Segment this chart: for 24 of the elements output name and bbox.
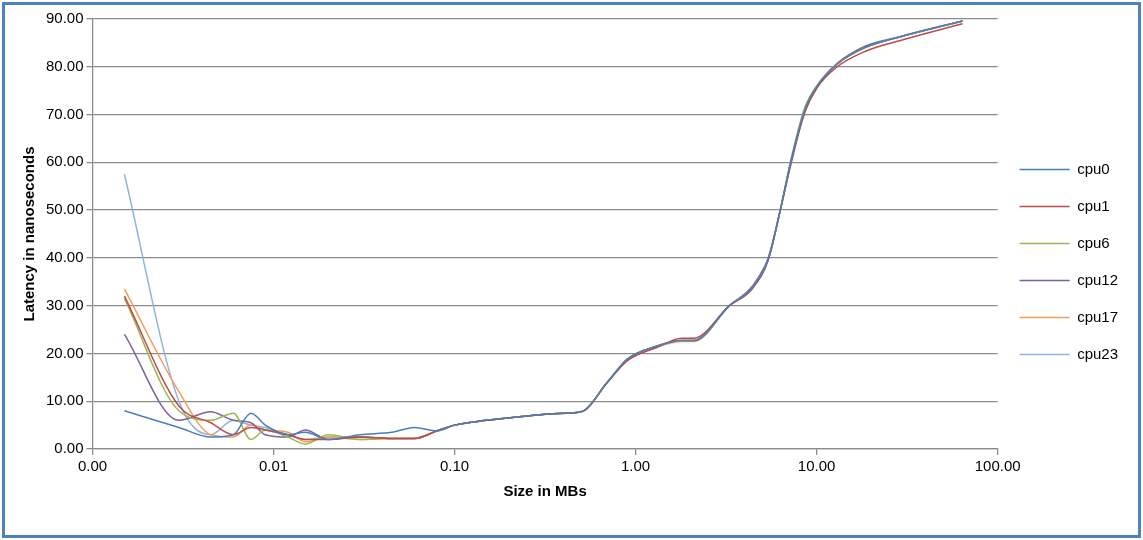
legend-label: cpu6 [1077,233,1110,251]
x-tick-label: 100.00 [974,457,1021,475]
legend-label: cpu1 [1077,196,1110,214]
x-tick-label: 1.00 [620,457,651,475]
y-tick-label: 90.00 [45,9,84,27]
x-tick-label: 10.00 [797,457,836,475]
x-tick-label: 0.01 [258,457,289,475]
x-axis-title: Size in MBs [503,482,587,500]
legend-label: cpu17 [1077,307,1119,325]
y-tick-label: 0.00 [54,439,84,457]
y-tick-label: 60.00 [45,152,84,170]
y-tick-label: 10.00 [45,391,84,409]
y-axis-title: Latency in nanoseconds [20,146,38,322]
legend-label: cpu0 [1077,159,1110,177]
x-tick-label: 0.10 [439,457,470,475]
y-tick-label: 40.00 [45,248,84,266]
y-tick-label: 50.00 [45,200,84,218]
y-tick-label: 20.00 [45,343,84,361]
y-tick-label: 30.00 [45,295,84,313]
y-tick-label: 70.00 [45,104,84,122]
legend-label: cpu23 [1077,344,1119,362]
x-tick-label: 0.00 [77,457,108,475]
y-tick-label: 80.00 [45,56,84,74]
legend-label: cpu12 [1077,270,1119,288]
